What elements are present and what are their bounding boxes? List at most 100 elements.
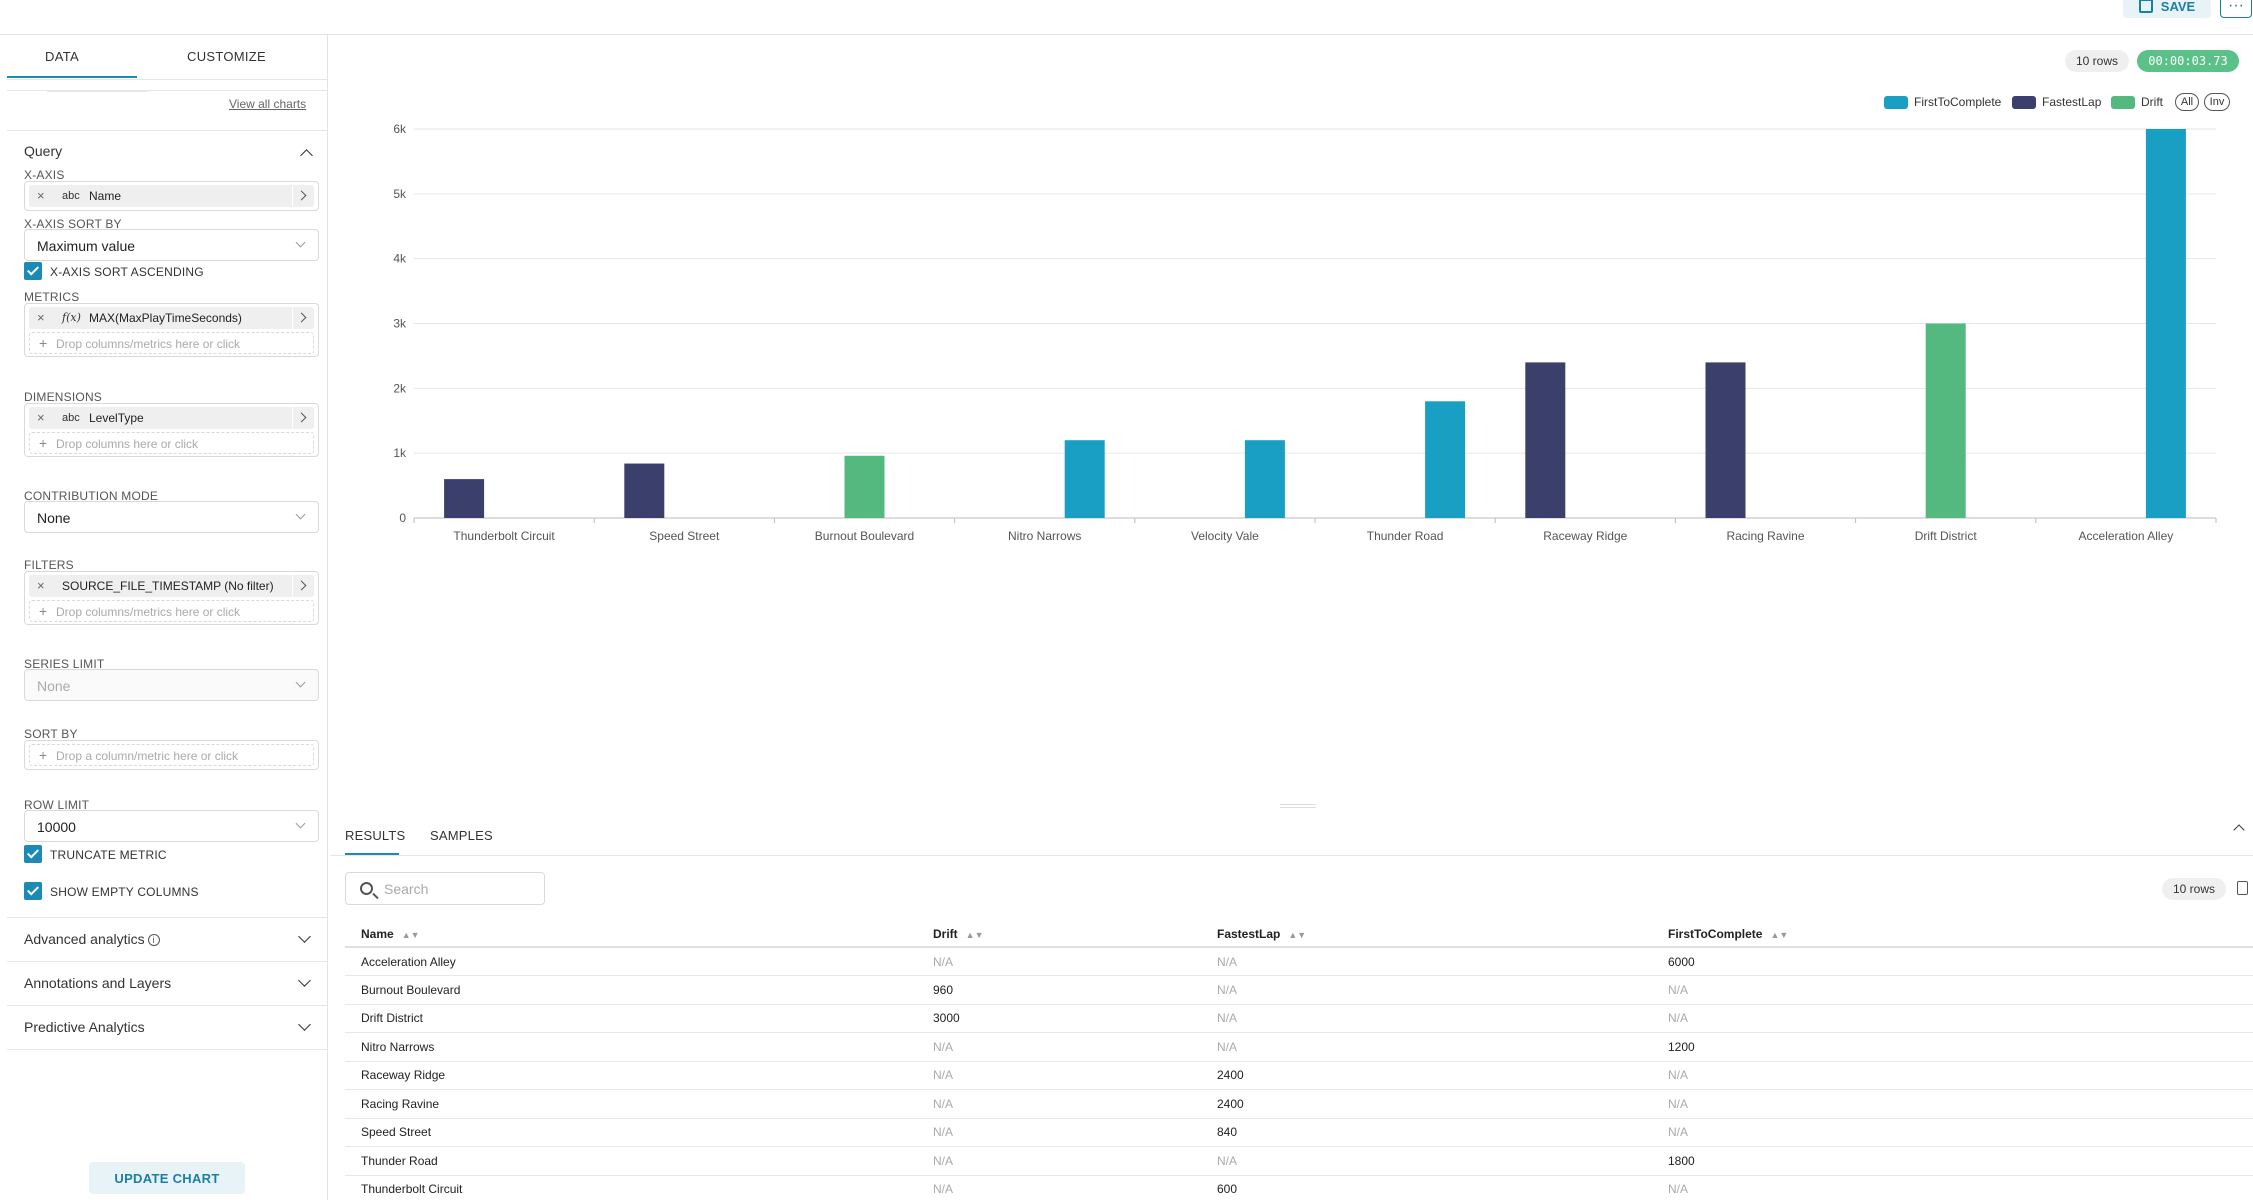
sort-icon[interactable]: ▲▼: [1288, 929, 1307, 940]
table-row: Racing Ravine N/A 2400 N/A: [345, 1089, 2253, 1119]
control-tabs: DATA CUSTOMIZE: [7, 35, 328, 80]
table-cell: N/A: [1652, 1089, 2253, 1119]
table-cell: 6000: [1652, 947, 2253, 976]
legend-select-all-button[interactable]: All: [2175, 93, 2199, 111]
bar-fastestlap: [444, 479, 485, 518]
x-axis-sort-by-value: Maximum value: [37, 238, 136, 254]
divider: [7, 1049, 328, 1050]
row-limit-value: 10000: [37, 819, 76, 835]
legend-invert-button[interactable]: Inv: [2204, 93, 2230, 111]
table-row: Thunder Road N/A N/A 1800: [345, 1146, 2253, 1176]
results-table-body: Acceleration Alley N/A N/A 6000 Burnout Boul…: [345, 947, 2253, 1200]
metric-pill[interactable]: × f(x) MAX(MaxPlayTimeSeconds): [29, 307, 314, 329]
chevron-right-icon[interactable]: [292, 407, 314, 429]
advanced-analytics-title: Advanced analytics i: [24, 931, 160, 947]
column-type: abc: [62, 412, 80, 424]
table-cell: N/A: [917, 1146, 1201, 1176]
table-cell: 3000: [917, 1004, 1201, 1033]
row-limit-select[interactable]: 10000: [24, 810, 319, 842]
info-icon[interactable]: i: [147, 934, 160, 946]
dimensions-control: × abc LevelType + Drop columns here or c…: [24, 403, 319, 457]
chevron-right-icon[interactable]: [292, 575, 314, 597]
legend-swatch: [2111, 96, 2135, 109]
advanced-analytics-section[interactable]: Advanced analytics i: [7, 917, 328, 961]
chevron-right-icon[interactable]: [292, 307, 314, 329]
tab-data[interactable]: DATA: [45, 49, 79, 64]
resize-handle[interactable]: [1280, 804, 1316, 808]
series-limit-value: None: [37, 678, 71, 694]
table-cell: 1800: [1652, 1146, 2253, 1176]
column-header-label: FastestLap: [1217, 926, 1281, 941]
x-axis-pill[interactable]: × abc Name: [29, 185, 314, 207]
top-bar: SAVE ···: [0, 0, 2253, 35]
chevron-down-icon: [295, 818, 306, 829]
bar-firsttocomplete: [1425, 401, 1466, 518]
remove-icon[interactable]: ×: [37, 410, 45, 425]
filters-drop-placeholder: Drop columns/metrics here or click: [56, 605, 241, 619]
contribution-mode-select[interactable]: None: [24, 501, 319, 533]
series-limit-select[interactable]: None: [24, 669, 319, 701]
sort-icon[interactable]: ▲▼: [965, 929, 984, 940]
x-tick-label: Raceway Ridge: [1543, 529, 1627, 543]
more-actions-button[interactable]: ···: [2220, 0, 2252, 18]
metrics-control: × f(x) MAX(MaxPlayTimeSeconds) + Drop co…: [24, 303, 319, 357]
legend-label: Drift: [2141, 95, 2163, 109]
x-tick-label: Speed Street: [649, 529, 720, 543]
column-header-firsttocomplete[interactable]: FirstToComplete ▲▼: [1652, 921, 2253, 948]
update-chart-button[interactable]: UPDATE CHART: [89, 1162, 245, 1194]
save-icon: [2138, 0, 2153, 13]
chevron-up-icon[interactable]: [300, 149, 313, 162]
chevron-right-icon[interactable]: [292, 185, 314, 207]
column-header-label: Drift: [933, 926, 958, 941]
bar-fastestlap: [1525, 362, 1566, 518]
tab-results[interactable]: RESULTS: [345, 828, 406, 843]
contribution-mode-label: CONTRIBUTION MODE: [24, 489, 159, 503]
query-section-title[interactable]: Query: [24, 143, 63, 159]
column-header-fastestlap[interactable]: FastestLap ▲▼: [1201, 921, 1652, 948]
search-input[interactable]: [384, 879, 534, 899]
show-empty-columns-checkbox[interactable]: [24, 882, 42, 900]
filter-value: SOURCE_FILE_TIMESTAMP (No filter): [62, 579, 274, 593]
x-axis-sort-by-select[interactable]: Maximum value: [24, 229, 319, 261]
predictive-analytics-section[interactable]: Predictive Analytics: [7, 1005, 328, 1049]
filter-pill[interactable]: × SOURCE_FILE_TIMESTAMP (No filter): [29, 575, 314, 597]
copy-icon[interactable]: [2237, 881, 2248, 895]
sort-icon[interactable]: ▲▼: [401, 929, 420, 940]
view-all-charts-link[interactable]: View all charts: [229, 97, 307, 111]
metrics-drop-zone[interactable]: + Drop columns/metrics here or click: [29, 332, 314, 354]
table-cell: 600: [1201, 1175, 1652, 1200]
column-header-name[interactable]: Name ▲▼: [345, 921, 917, 948]
query-timer-badge: 00:00:03.73: [2137, 50, 2239, 72]
table-cell: N/A: [1201, 1004, 1652, 1033]
table-cell: N/A: [1652, 1118, 2253, 1147]
chevron-down-icon: [298, 1018, 311, 1031]
sort-by-drop-zone[interactable]: + Drop a column/metric here or click: [29, 744, 314, 766]
table-cell: N/A: [1201, 1146, 1652, 1176]
dimensions-drop-zone[interactable]: + Drop columns here or click: [29, 432, 314, 454]
column-type: abc: [62, 190, 80, 202]
contribution-mode-value: None: [37, 510, 71, 526]
chevron-down-icon: [298, 930, 311, 943]
remove-icon[interactable]: ×: [37, 578, 45, 593]
metrics-label: METRICS: [24, 290, 80, 304]
sort-icon[interactable]: ▲▼: [1770, 929, 1789, 940]
dimension-pill[interactable]: × abc LevelType: [29, 407, 314, 429]
y-tick-label: 5k: [393, 187, 407, 201]
x-axis: Thunderbolt Circuit Speed Street Burnout B…: [413, 518, 2217, 543]
table-cell: N/A: [1652, 1061, 2253, 1090]
table-cell: Raceway Ridge: [345, 1061, 917, 1090]
column-header-drift[interactable]: Drift ▲▼: [917, 921, 1201, 948]
remove-icon[interactable]: ×: [37, 310, 45, 325]
x-axis-sort-ascending-checkbox[interactable]: [24, 262, 42, 280]
remove-icon[interactable]: ×: [37, 188, 45, 203]
tab-customize[interactable]: CUSTOMIZE: [187, 49, 267, 64]
y-tick-label: 2k: [393, 381, 407, 395]
truncate-metric-checkbox[interactable]: [24, 845, 42, 863]
y-tick-label: 6k: [393, 122, 407, 136]
save-button[interactable]: SAVE: [2123, 0, 2211, 18]
filters-drop-zone[interactable]: + Drop columns/metrics here or click: [29, 600, 314, 622]
tab-samples[interactable]: SAMPLES: [430, 828, 493, 843]
search-icon: [360, 882, 373, 895]
filters-label: FILTERS: [24, 558, 74, 572]
annotations-section[interactable]: Annotations and Layers: [7, 961, 328, 1005]
